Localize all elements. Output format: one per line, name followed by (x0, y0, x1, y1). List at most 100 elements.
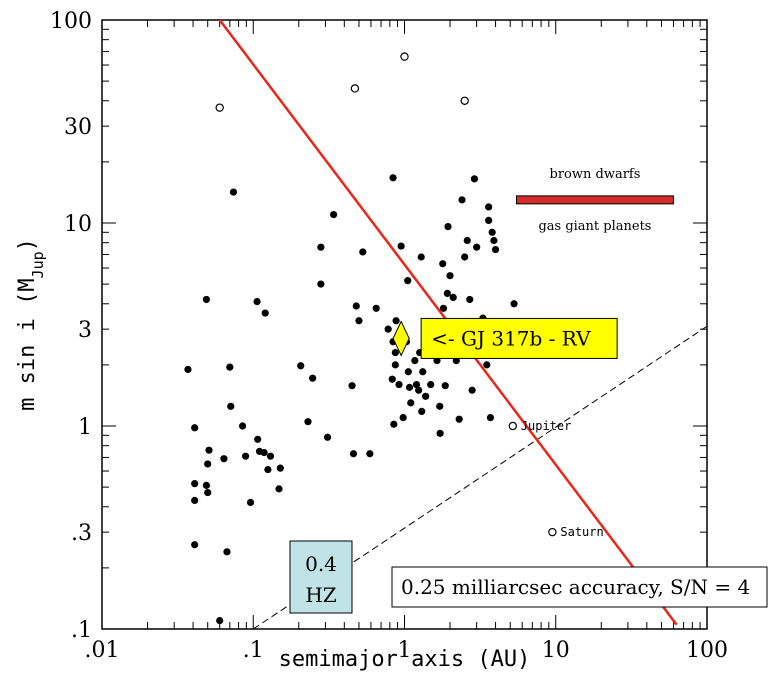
exoplanet-point (449, 293, 457, 302)
exoplanet-point (275, 485, 283, 493)
y-tick-label: 10 (64, 212, 92, 237)
exoplanet-point (411, 356, 419, 365)
exoplanet-point (229, 188, 238, 196)
exoplanet-point (397, 242, 405, 250)
plot-frame (101, 19, 708, 630)
annotations: brown dwarfs gas giant planets <- GJ 317b … (289, 167, 768, 614)
exoplanet-point (352, 302, 360, 310)
y-axis-title: m sin i (MJup) (15, 238, 47, 411)
tick-marks (101, 20, 707, 630)
exoplanet-point (391, 348, 399, 357)
exoplanet-point (399, 413, 407, 422)
exoplanet-point (226, 363, 234, 371)
exoplanet-point (422, 392, 430, 400)
x-tick-label: 1 (398, 638, 412, 663)
brown-dwarf-point (400, 52, 409, 61)
exoplanet-point (266, 452, 275, 460)
x-tick-label: 100 (686, 638, 728, 663)
y-axis-title-close: ) (15, 238, 40, 251)
y-tick-labels: .1 .3 1 3 10 30 100 (50, 9, 92, 643)
exoplanet-point (348, 382, 356, 390)
exoplanet-point (349, 450, 358, 458)
x-tick-labels: .01 .1 1 10 100 (85, 638, 729, 663)
exoplanet-point (372, 304, 380, 312)
exoplanet-point (473, 243, 481, 251)
exoplanet-point (486, 413, 495, 422)
exoplanet-point (405, 383, 414, 391)
planet-label: Saturn (560, 525, 603, 539)
y-tick-label: 3 (78, 318, 92, 343)
exoplanet-point (223, 548, 231, 556)
exoplanet-point (202, 295, 210, 304)
exoplanet-point (260, 448, 268, 457)
y-tick-label: .3 (71, 521, 92, 546)
exoplanet-point (330, 210, 338, 219)
exoplanet-point (264, 465, 272, 474)
exoplanet-point (202, 481, 210, 489)
planet-label: Jupiter (521, 419, 572, 433)
exoplanet-point (204, 488, 212, 497)
exoplanet-point (415, 386, 423, 394)
exoplanet-point (205, 446, 213, 454)
brown-dwarfs-label: brown dwarfs (550, 167, 641, 182)
exoplanet-point (355, 317, 363, 325)
exoplanet-point (483, 361, 491, 369)
y-axis-title-sub: Jup (29, 251, 47, 278)
exoplanet-point (463, 236, 471, 245)
exoplanet-point (227, 402, 235, 410)
exoplanet-point (238, 422, 247, 430)
exoplanet-point (444, 222, 452, 231)
brown-dwarf-point (460, 96, 469, 105)
exoplanet-point (390, 420, 398, 428)
exoplanet-point (191, 424, 199, 432)
exoplanet-point (254, 435, 262, 443)
exoplanet-point (366, 450, 374, 458)
exoplanet-point (418, 407, 426, 416)
x-axis-title: semimajor axis (AU) (279, 647, 531, 672)
exoplanet-point (388, 375, 396, 383)
y-tick-label: 1 (78, 415, 92, 440)
exoplanet-point (297, 362, 305, 370)
exoplanet-point (246, 498, 255, 507)
exoplanet-point (389, 174, 397, 182)
gj317b-label-box (420, 317, 618, 359)
exoplanet-point (304, 418, 312, 426)
exoplanet-point (404, 368, 412, 376)
exoplanet-point (441, 382, 449, 390)
exoplanet-point (384, 325, 392, 333)
exoplanet-point (407, 399, 415, 407)
exoplanet-point (309, 374, 317, 382)
accuracy-label: 0.25 milliarcsec accuracy, S/N = 4 (401, 575, 750, 599)
exoplanet-point (412, 380, 421, 389)
exoplanet-point (276, 464, 284, 472)
exoplanet-point (485, 216, 493, 224)
exoplanet-point (455, 415, 463, 423)
exoplanet-point (317, 280, 325, 288)
exoplanet-point (220, 455, 228, 463)
exoplanet-point (443, 289, 451, 297)
exoplanet-point (468, 386, 476, 394)
exoplanet-point (490, 236, 498, 245)
exoplanet-point (427, 380, 435, 389)
exoplanet-point (191, 496, 199, 505)
brown-dwarf-point (350, 84, 360, 93)
exoplanet-point (253, 298, 261, 306)
exoplanet-point (491, 245, 500, 254)
exoplanet-point (470, 175, 479, 183)
exoplanet-point (404, 277, 412, 285)
x-tick-label: 10 (542, 638, 570, 663)
exoplanet-point (439, 260, 447, 268)
exoplanet-point (395, 380, 403, 389)
hz-box (289, 540, 353, 614)
exoplanet-point (261, 309, 269, 317)
exoplanet-point (461, 253, 469, 261)
brown-dwarf-boundary-bar (515, 195, 674, 205)
exoplanet-point (317, 243, 325, 251)
y-tick-label: .1 (71, 618, 92, 643)
y-tick-label: 100 (50, 9, 92, 34)
exoplanet-point (436, 429, 444, 437)
exoplanet-point (510, 300, 518, 308)
accuracy-box (391, 566, 768, 608)
exoplanet-point (204, 460, 212, 468)
